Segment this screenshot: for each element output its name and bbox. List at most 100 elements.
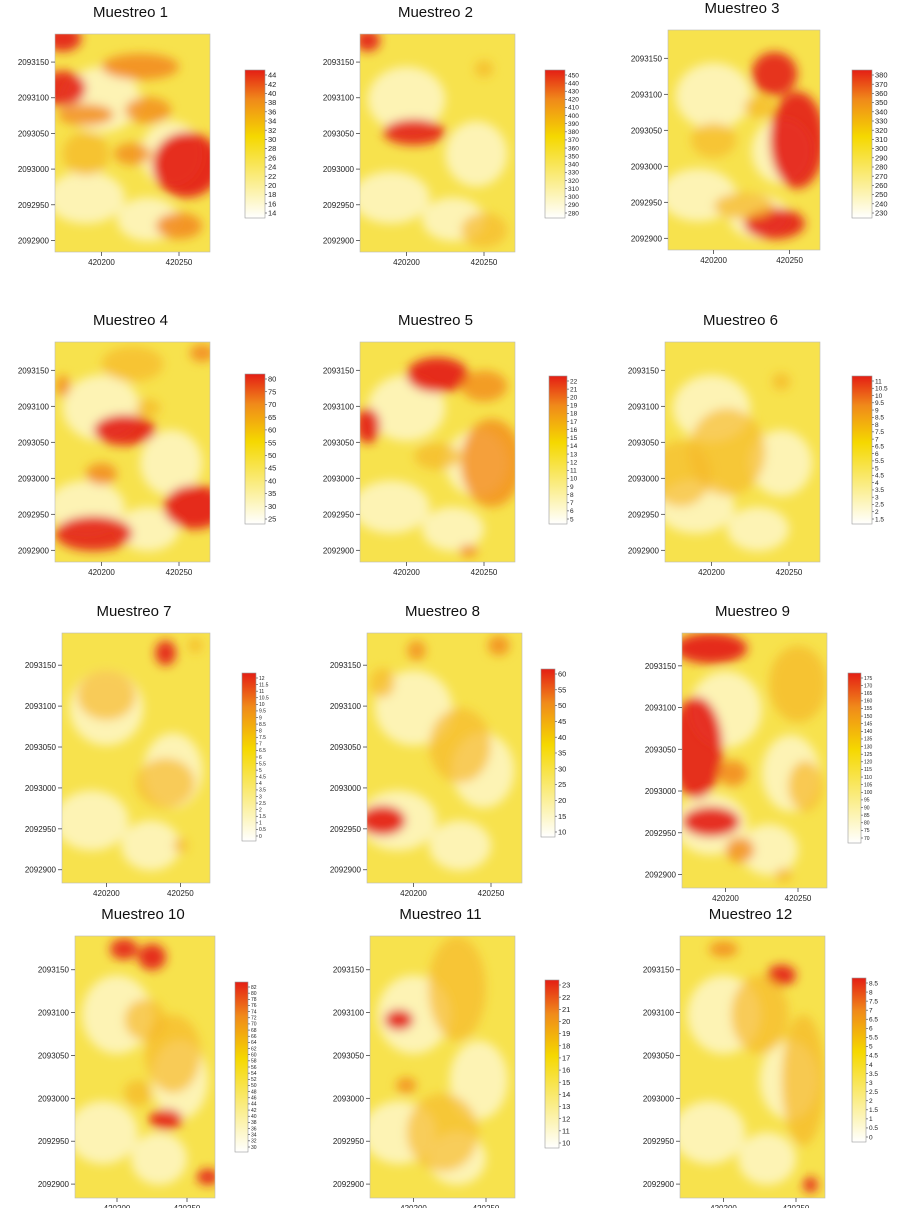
colorbar-label: 58: [251, 1059, 257, 1065]
map-panel-9: Muestreo 9 2093150 2093100 2093050 2093000 20…: [610, 603, 905, 905]
heatmap-svg: 2093150 2093100 2093050 2093000 2092950 20929…: [330, 632, 566, 898]
colorbar-label: 230: [875, 209, 888, 218]
low-value-patch: [367, 66, 446, 133]
colorbar-label: 8: [570, 492, 574, 499]
colorbar-label: 38: [251, 1120, 257, 1126]
panel-title: Muestreo 6: [702, 312, 779, 329]
colorbar-label: 42: [268, 80, 276, 89]
colorbar-label: 11: [875, 378, 882, 385]
colorbar-label: 7.5: [875, 429, 884, 436]
hotspot: [86, 463, 117, 485]
colorbar-label: 360: [568, 145, 579, 152]
y-tick-label: 2093050: [330, 743, 362, 752]
x-tick-label: 420250: [478, 889, 505, 898]
colorbar-label: 40: [268, 89, 276, 98]
colorbar-label: 105: [864, 782, 873, 788]
colorbar-label: 320: [568, 178, 579, 185]
x-tick-label: 420200: [710, 1204, 737, 1208]
colorbar-label: 56: [251, 1065, 257, 1071]
y-tick-label: 2093000: [323, 474, 355, 483]
hotspot: [769, 91, 820, 189]
colorbar-label: 10.5: [259, 696, 269, 702]
colorbar-label: 330: [568, 170, 579, 177]
colorbar-label: 12: [259, 676, 265, 682]
panel-title: Muestreo 1: [92, 4, 169, 21]
colorbar-label: 300: [875, 144, 888, 153]
x-tick-label: 420250: [471, 258, 498, 267]
hotspot: [173, 838, 188, 853]
colorbar-label: 11: [562, 1126, 570, 1135]
y-tick-label: 2093150: [628, 366, 660, 375]
colorbar-label: 340: [875, 107, 888, 116]
colorbar-label: 7: [869, 1007, 873, 1014]
colorbar-label: 290: [568, 202, 579, 209]
colorbar-label: 3.5: [259, 788, 266, 794]
colorbar-label: 6: [875, 451, 879, 458]
colorbar-label: 310: [568, 186, 579, 193]
hotspot: [196, 1169, 215, 1185]
colorbar-label: 28: [268, 144, 276, 153]
colorbar-label: 10: [875, 393, 883, 400]
x-tick-label: 420250: [776, 256, 803, 265]
y-tick-label: 2093050: [645, 745, 677, 754]
colorbar: [851, 375, 873, 525]
colorbar-label: 5: [875, 465, 879, 472]
colorbar-label: 13: [562, 1102, 570, 1111]
map-panel-2: Muestreo 2 2093150 2093100 2093050 2093000 20…: [305, 2, 605, 302]
colorbar-label: 430: [568, 89, 579, 96]
low-value-patch: [429, 820, 491, 871]
x-tick-label: 420200: [712, 894, 739, 903]
y-tick-label: 2093050: [628, 438, 660, 447]
y-tick-label: 2093100: [18, 94, 50, 103]
y-tick-label: 2093100: [25, 702, 57, 711]
hotspot: [459, 544, 478, 558]
y-tick-label: 2093000: [643, 1094, 675, 1103]
hotspot: [149, 1108, 183, 1130]
colorbar-label: 155: [864, 706, 873, 712]
hotspot: [384, 1009, 414, 1031]
colorbar-label: 38: [268, 98, 276, 107]
colorbar-label: 7: [259, 742, 262, 748]
colorbar-label: 76: [251, 1003, 257, 1009]
y-tick-label: 2092900: [631, 234, 663, 243]
hotspot: [460, 370, 508, 402]
colorbar-label: 340: [568, 162, 579, 169]
colorbar-label: 11: [259, 689, 264, 695]
colorbar-label: 70: [268, 400, 276, 409]
colorbar-label: 4: [259, 781, 262, 787]
y-tick-label: 2093150: [18, 366, 50, 375]
x-tick-label: 420200: [88, 568, 115, 577]
y-tick-label: 2093100: [323, 402, 355, 411]
map-panel-6: Muestreo 6 2093150 2093100 2093050 2093000 20…: [610, 308, 905, 608]
colorbar-label: 54: [251, 1071, 257, 1077]
colorbar-label: 52: [251, 1077, 257, 1083]
colorbar-label: 60: [268, 426, 276, 435]
y-tick-label: 2093050: [643, 1051, 675, 1060]
hotspot: [767, 964, 796, 986]
x-tick-label: 420250: [166, 568, 193, 577]
low-value-patch: [445, 121, 508, 187]
colorbar-label: 10: [558, 828, 566, 837]
hotspot: [76, 670, 136, 721]
colorbar-label: 25: [268, 515, 276, 524]
colorbar-label: 5: [869, 1044, 873, 1051]
colorbar: [241, 672, 257, 842]
colorbar-label: 3.5: [875, 487, 884, 494]
hotspot: [367, 805, 406, 836]
colorbar-label: 370: [568, 137, 579, 144]
colorbar-label: 35: [558, 749, 566, 758]
hotspot: [771, 372, 791, 391]
colorbar-label: 20: [562, 1017, 570, 1026]
colorbar-label: 450: [568, 72, 579, 79]
colorbar-label: 0.5: [259, 827, 266, 833]
colorbar-label: 60: [251, 1052, 257, 1058]
hotspot: [163, 485, 210, 529]
colorbar-label: 70: [251, 1022, 257, 1028]
colorbar: [851, 977, 867, 1143]
colorbar-label: 360: [875, 89, 888, 98]
panel-title: Muestreo 7: [96, 603, 172, 620]
colorbar-label: 45: [558, 717, 566, 726]
colorbar-label: 35: [268, 489, 276, 498]
colorbar-label: 7: [570, 500, 574, 507]
colorbar-label: 95: [864, 798, 870, 804]
